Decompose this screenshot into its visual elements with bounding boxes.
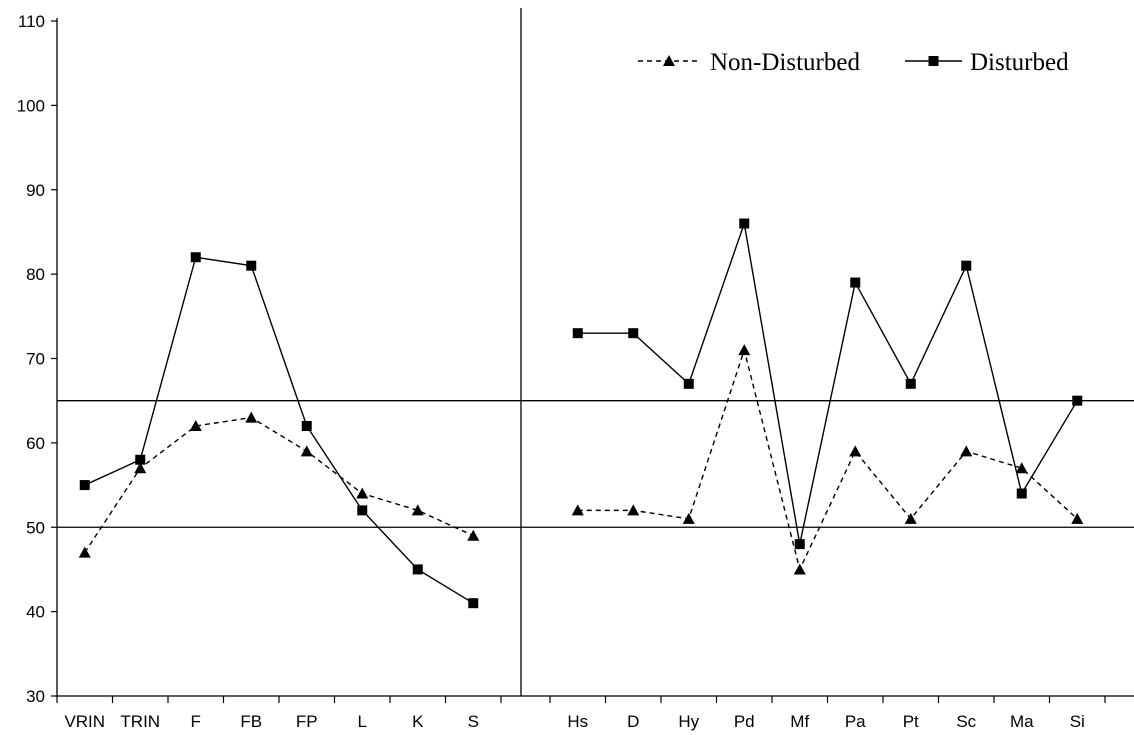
data-point-triangle <box>1071 512 1084 524</box>
x-tick-label: TRIN <box>120 712 160 731</box>
y-tick-label: 100 <box>17 96 45 115</box>
legend-label: Non-Disturbed <box>710 49 860 76</box>
x-tick-label: L <box>358 712 367 731</box>
x-tick-label: Mf <box>790 712 809 731</box>
data-point-square <box>79 480 90 491</box>
data-point-square <box>135 454 146 465</box>
data-point-square <box>412 564 423 575</box>
x-tick-label: Sc <box>956 712 976 731</box>
x-tick-label: VRIN <box>64 712 105 731</box>
y-tick-label: 70 <box>26 350 45 369</box>
series-line <box>84 416 474 553</box>
x-tick-label: K <box>412 712 424 731</box>
y-tick-label: 30 <box>26 687 45 706</box>
data-point-triangle <box>467 529 480 541</box>
x-tick-label: Ma <box>1010 712 1034 731</box>
data-point-triangle <box>793 563 806 575</box>
x-tick-label: FB <box>240 712 262 731</box>
data-point-triangle <box>627 504 640 516</box>
data-point-square <box>739 218 750 229</box>
data-point-triangle <box>738 344 751 356</box>
data-point-triangle <box>663 55 675 66</box>
data-point-triangle <box>411 504 424 516</box>
x-tick-label: Hy <box>678 712 699 731</box>
data-point-square <box>357 505 368 516</box>
x-tick-label: S <box>468 712 479 731</box>
reference-lines <box>57 400 1134 528</box>
y-tick-label: 60 <box>26 434 45 453</box>
series-line <box>577 223 1078 545</box>
y-tick-label: 80 <box>26 265 45 284</box>
data-point-triangle <box>78 546 91 558</box>
x-tick-label: Pt <box>903 712 919 731</box>
data-point-square <box>905 378 916 389</box>
data-point-square <box>1016 488 1027 499</box>
data-point-triangle <box>960 445 973 457</box>
data-point-triangle <box>356 487 369 499</box>
data-point-square <box>572 328 583 339</box>
data-point-triangle <box>571 504 584 516</box>
data-point-triangle <box>245 411 258 423</box>
data-point-square <box>190 252 201 263</box>
data-point-square <box>850 277 861 288</box>
x-tick-label: F <box>191 712 201 731</box>
data-point-triangle <box>189 420 202 431</box>
y-tick-label: 110 <box>18 12 45 31</box>
x-tick-label: D <box>627 712 639 731</box>
data-point-square <box>961 260 972 271</box>
series-layer <box>78 218 1084 609</box>
axes: 30 40 50 60 70 80 90 100 110 VRIN TRIN F FB FP L K S Hs D H… <box>17 8 1134 731</box>
data-point-square <box>1072 395 1083 406</box>
data-point-triangle <box>682 512 695 524</box>
data-point-triangle <box>904 512 917 524</box>
data-point-square <box>683 378 694 389</box>
y-tick-label: 50 <box>26 518 45 537</box>
legend-label: Disturbed <box>970 49 1069 76</box>
data-point-triangle <box>134 462 147 474</box>
data-point-square <box>468 598 479 609</box>
data-point-triangle <box>849 445 862 457</box>
data-point-square <box>301 421 312 431</box>
data-point-square <box>794 539 805 550</box>
data-point-square <box>246 260 257 271</box>
data-point-square <box>628 328 639 339</box>
y-tick-label: 40 <box>26 603 45 622</box>
data-point-triangle <box>1015 462 1028 474</box>
data-point-triangle <box>300 445 313 457</box>
x-tick-label: Si <box>1070 712 1085 731</box>
series-line <box>577 347 1078 572</box>
x-tick-label: FP <box>296 712 318 731</box>
data-point-square <box>928 56 939 66</box>
x-tick-label: Pd <box>734 712 755 731</box>
series-line <box>84 256 474 604</box>
x-tick-label: Pa <box>845 712 866 731</box>
x-tick-label: Hs <box>567 712 588 731</box>
y-tick-label: 90 <box>26 181 45 200</box>
legend: Non-Disturbed Disturbed <box>638 49 1069 76</box>
